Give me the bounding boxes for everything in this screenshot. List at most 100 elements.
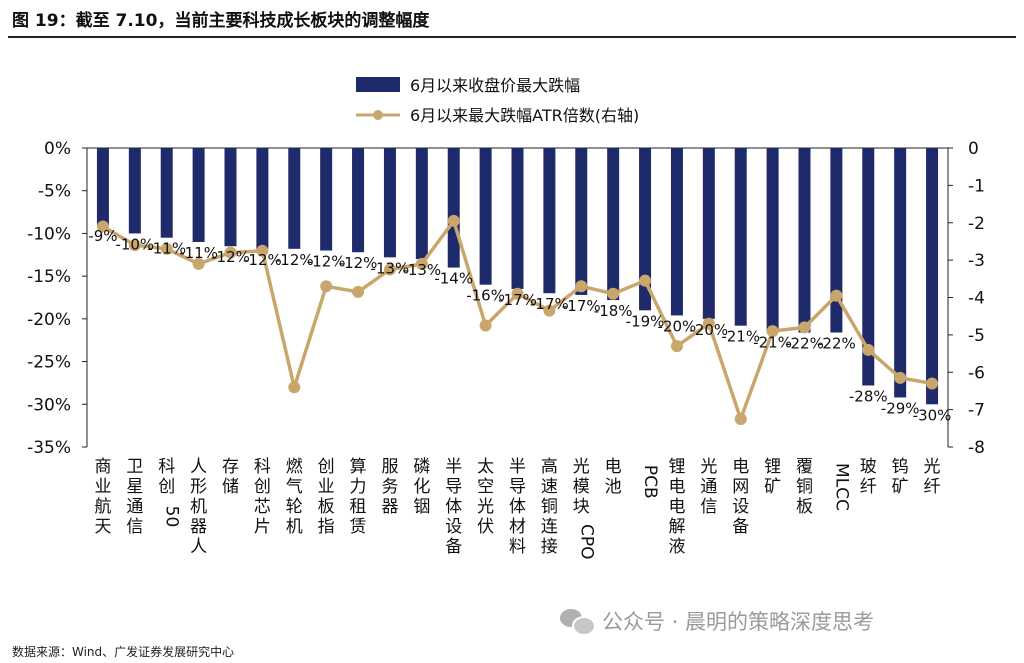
category-label: 服务器	[381, 457, 398, 517]
legend-bar-swatch	[356, 77, 400, 92]
bar-value-label: -21%	[753, 334, 792, 352]
category-label-char: 信	[700, 497, 717, 517]
category-label-segment: PCB	[640, 465, 660, 499]
bar-value-label: -20%	[658, 317, 697, 335]
bar	[670, 148, 683, 316]
watermark: 公众号 · 晨明的策略深度思考	[560, 606, 874, 636]
bar	[128, 148, 141, 234]
bar	[830, 148, 843, 333]
bar	[352, 148, 365, 253]
category-label-char: 力	[350, 477, 367, 497]
bar-value-label: -12%	[243, 251, 282, 269]
category-label-char: 导	[509, 477, 526, 497]
category-label-char: 光	[924, 457, 941, 477]
bar	[607, 148, 620, 301]
category-label-char: 液	[668, 537, 685, 557]
bar-value-label: -12%	[211, 248, 250, 266]
left-axis-tick-label: -5%	[38, 182, 71, 202]
category-label-char: 纤	[924, 477, 941, 497]
category-label-char: 材	[509, 517, 526, 537]
category-label-char: 半	[509, 457, 526, 477]
bar	[383, 148, 396, 258]
wechat-logo-icon	[560, 607, 596, 636]
category-label-char: 信	[126, 517, 143, 537]
category-label-char: 设	[445, 517, 462, 537]
bar	[256, 148, 269, 249]
left-axis-tick-label: 0%	[44, 139, 71, 159]
category-label-char: 天	[94, 517, 111, 537]
bar-value-label: -10%	[115, 235, 154, 253]
bar-value-label: -17%	[530, 295, 569, 313]
category-label-char: 导	[445, 477, 462, 497]
bar	[511, 148, 524, 289]
category-labels: 商业航天卫星通信科创50人形机器人存储科创芯片燃气轮机创业板指算力租赁服务器磷化…	[94, 457, 940, 560]
atr-point	[894, 371, 907, 384]
bar-value-label: -12%	[307, 253, 346, 271]
legend-bar-label: 6月以来收盘价最大跌幅	[410, 76, 580, 95]
category-label-char: 指	[318, 517, 335, 537]
category-label-char: 租	[350, 497, 367, 517]
atr-point	[288, 381, 301, 394]
atr-point	[160, 242, 173, 255]
category-label-char: 体	[509, 497, 526, 517]
category-label-char: 板	[318, 497, 335, 517]
category-label-char: 机	[286, 517, 303, 537]
category-label: 覆铜板	[796, 457, 813, 517]
bar	[798, 148, 811, 333]
category-label-char: 板	[796, 497, 813, 517]
right-axis-tick-label: -7	[968, 401, 985, 421]
category-label-char: 备	[445, 537, 462, 557]
atr-point	[862, 343, 875, 356]
bar	[575, 148, 588, 295]
atr-point	[543, 304, 556, 317]
right-axis-tick-label: -3	[968, 251, 985, 271]
atr-point	[224, 246, 237, 259]
category-label-char: 池	[605, 477, 622, 497]
atr-point	[575, 280, 588, 293]
bar	[224, 148, 237, 247]
bar-value-label: -28%	[849, 387, 888, 405]
left-axis-tick-label: -25%	[27, 353, 71, 373]
bar	[447, 148, 460, 268]
bar	[734, 148, 747, 326]
category-label-char: 料	[509, 537, 526, 557]
bar-value-label: -12%	[339, 254, 378, 272]
right-axis-tick-label: -4	[968, 289, 985, 309]
right-axis-tick-label: -5	[968, 326, 985, 346]
category-label: PCB	[640, 465, 660, 499]
left-axis-tick-label: -35%	[27, 438, 71, 458]
bar	[288, 148, 301, 249]
category-label: 锂矿	[764, 457, 781, 497]
category-label-char: 芯	[254, 497, 271, 517]
category-label-segment: CPO	[576, 524, 596, 560]
left-axis-tick-label: -15%	[27, 267, 71, 287]
bar-value-label: -11%	[179, 244, 218, 262]
category-label: 电池	[605, 457, 622, 497]
category-label-char: 机	[190, 497, 207, 517]
category-label-char: 卫	[126, 457, 143, 477]
category-label-char: 创	[158, 477, 175, 497]
category-label-char: 储	[222, 477, 239, 497]
bar-value-label: -9%	[88, 227, 117, 245]
title-divider	[8, 36, 1016, 38]
category-label-char: 纤	[860, 477, 877, 497]
category-label-char: 解	[668, 517, 685, 537]
category-label-char: 磷	[413, 457, 430, 477]
category-label-char: 体	[445, 497, 462, 517]
atr-point	[766, 325, 779, 338]
bar-value-label: -17%	[562, 297, 601, 315]
atr-point	[128, 239, 141, 252]
category-label-char: 化	[413, 477, 430, 497]
right-axis-tick-label: -1	[968, 176, 985, 196]
bar-value-label: -17%	[498, 291, 537, 309]
category-label-char: 燃	[286, 457, 303, 477]
bar-value-label: -20%	[689, 321, 728, 339]
atr-point	[383, 263, 396, 276]
category-label-segment: 50	[162, 506, 182, 528]
bar	[96, 148, 109, 225]
